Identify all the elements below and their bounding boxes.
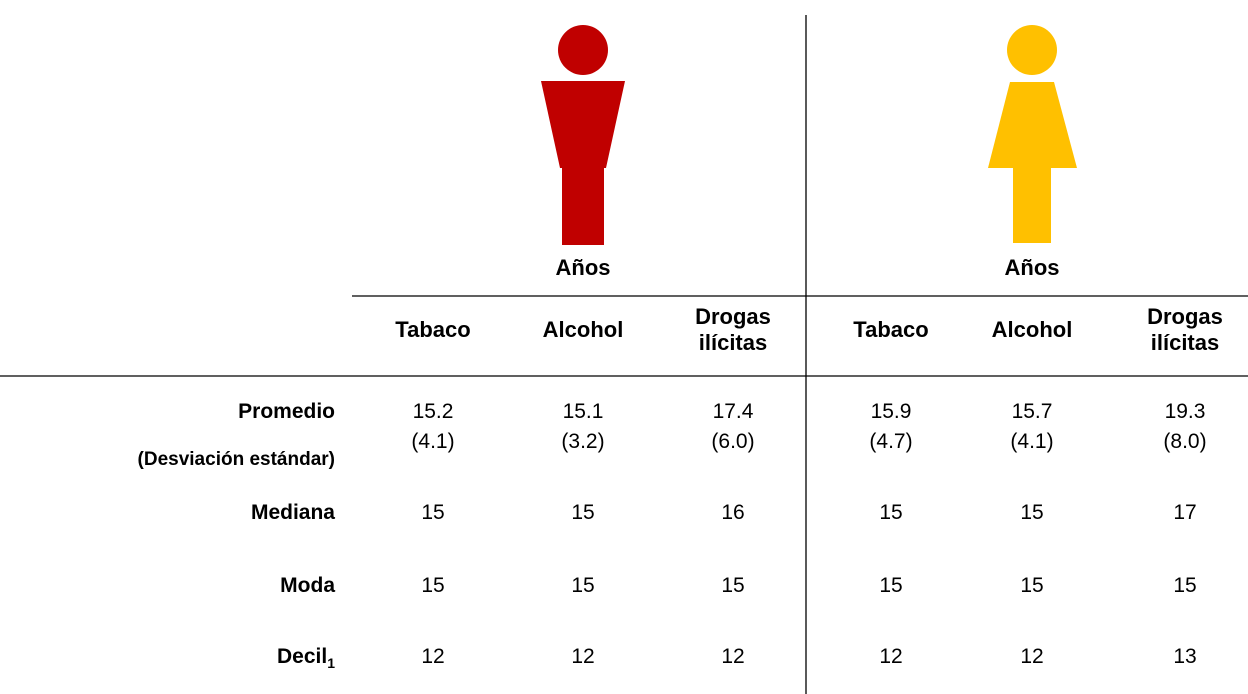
male-icon — [541, 25, 625, 245]
cell-sd: (8.0) — [1163, 430, 1207, 453]
cell-value: 17 — [1173, 501, 1197, 524]
cell-value: 19.3 — [1164, 400, 1206, 423]
cell-sd: (6.0) — [711, 430, 755, 453]
cell-value: 15 — [879, 574, 903, 597]
row-label: Moda — [280, 574, 335, 597]
cell-value: 15 — [571, 574, 595, 597]
group-label: Años — [1004, 255, 1060, 280]
group-label: Años — [555, 255, 611, 280]
cell-value: 15 — [571, 501, 595, 524]
cell-value: 16 — [721, 501, 745, 524]
cell-value: 15 — [1020, 574, 1044, 597]
cell-value: 15.1 — [562, 400, 604, 423]
cell-value: 12 — [421, 645, 445, 668]
row-label: Promedio — [238, 400, 335, 423]
row-label: Decil1 — [277, 642, 335, 678]
cell-value: 17.4 — [712, 400, 754, 423]
column-header: Tabaco — [853, 317, 929, 342]
cell-value: 15.7 — [1011, 400, 1053, 423]
column-header: Alcohol — [542, 317, 624, 342]
column-header: Drogas ilícitas — [1147, 304, 1223, 355]
column-header: Tabaco — [395, 317, 471, 342]
cell-value: 15 — [421, 574, 445, 597]
cell-value: 12 — [1020, 645, 1044, 668]
cell-sd: (4.7) — [869, 430, 913, 453]
cell-value: 15 — [721, 574, 745, 597]
cell-sd: (3.2) — [561, 430, 605, 453]
cell-value: 15 — [1173, 574, 1197, 597]
cell-value: 12 — [721, 645, 745, 668]
row-label-text: Decil — [277, 645, 328, 668]
cell-value: 15.2 — [412, 400, 454, 423]
subscript: 1 — [327, 655, 335, 672]
column-header: Drogas ilícitas — [695, 304, 771, 355]
cell-sd: (4.1) — [411, 430, 455, 453]
cell-value: 12 — [879, 645, 903, 668]
cell-value: 15 — [879, 501, 903, 524]
cell-value: 15 — [421, 501, 445, 524]
cell-value: 12 — [571, 645, 595, 668]
row-label: Mediana — [250, 501, 335, 524]
row-sublabel: (Desviación estándar) — [137, 449, 335, 470]
female-icon — [988, 25, 1077, 243]
cell-value: 13 — [1173, 645, 1197, 668]
column-header: Alcohol — [991, 317, 1073, 342]
cell-sd: (4.1) — [1010, 430, 1054, 453]
cell-value: 15 — [1020, 501, 1044, 524]
cell-value: 15.9 — [870, 400, 912, 423]
